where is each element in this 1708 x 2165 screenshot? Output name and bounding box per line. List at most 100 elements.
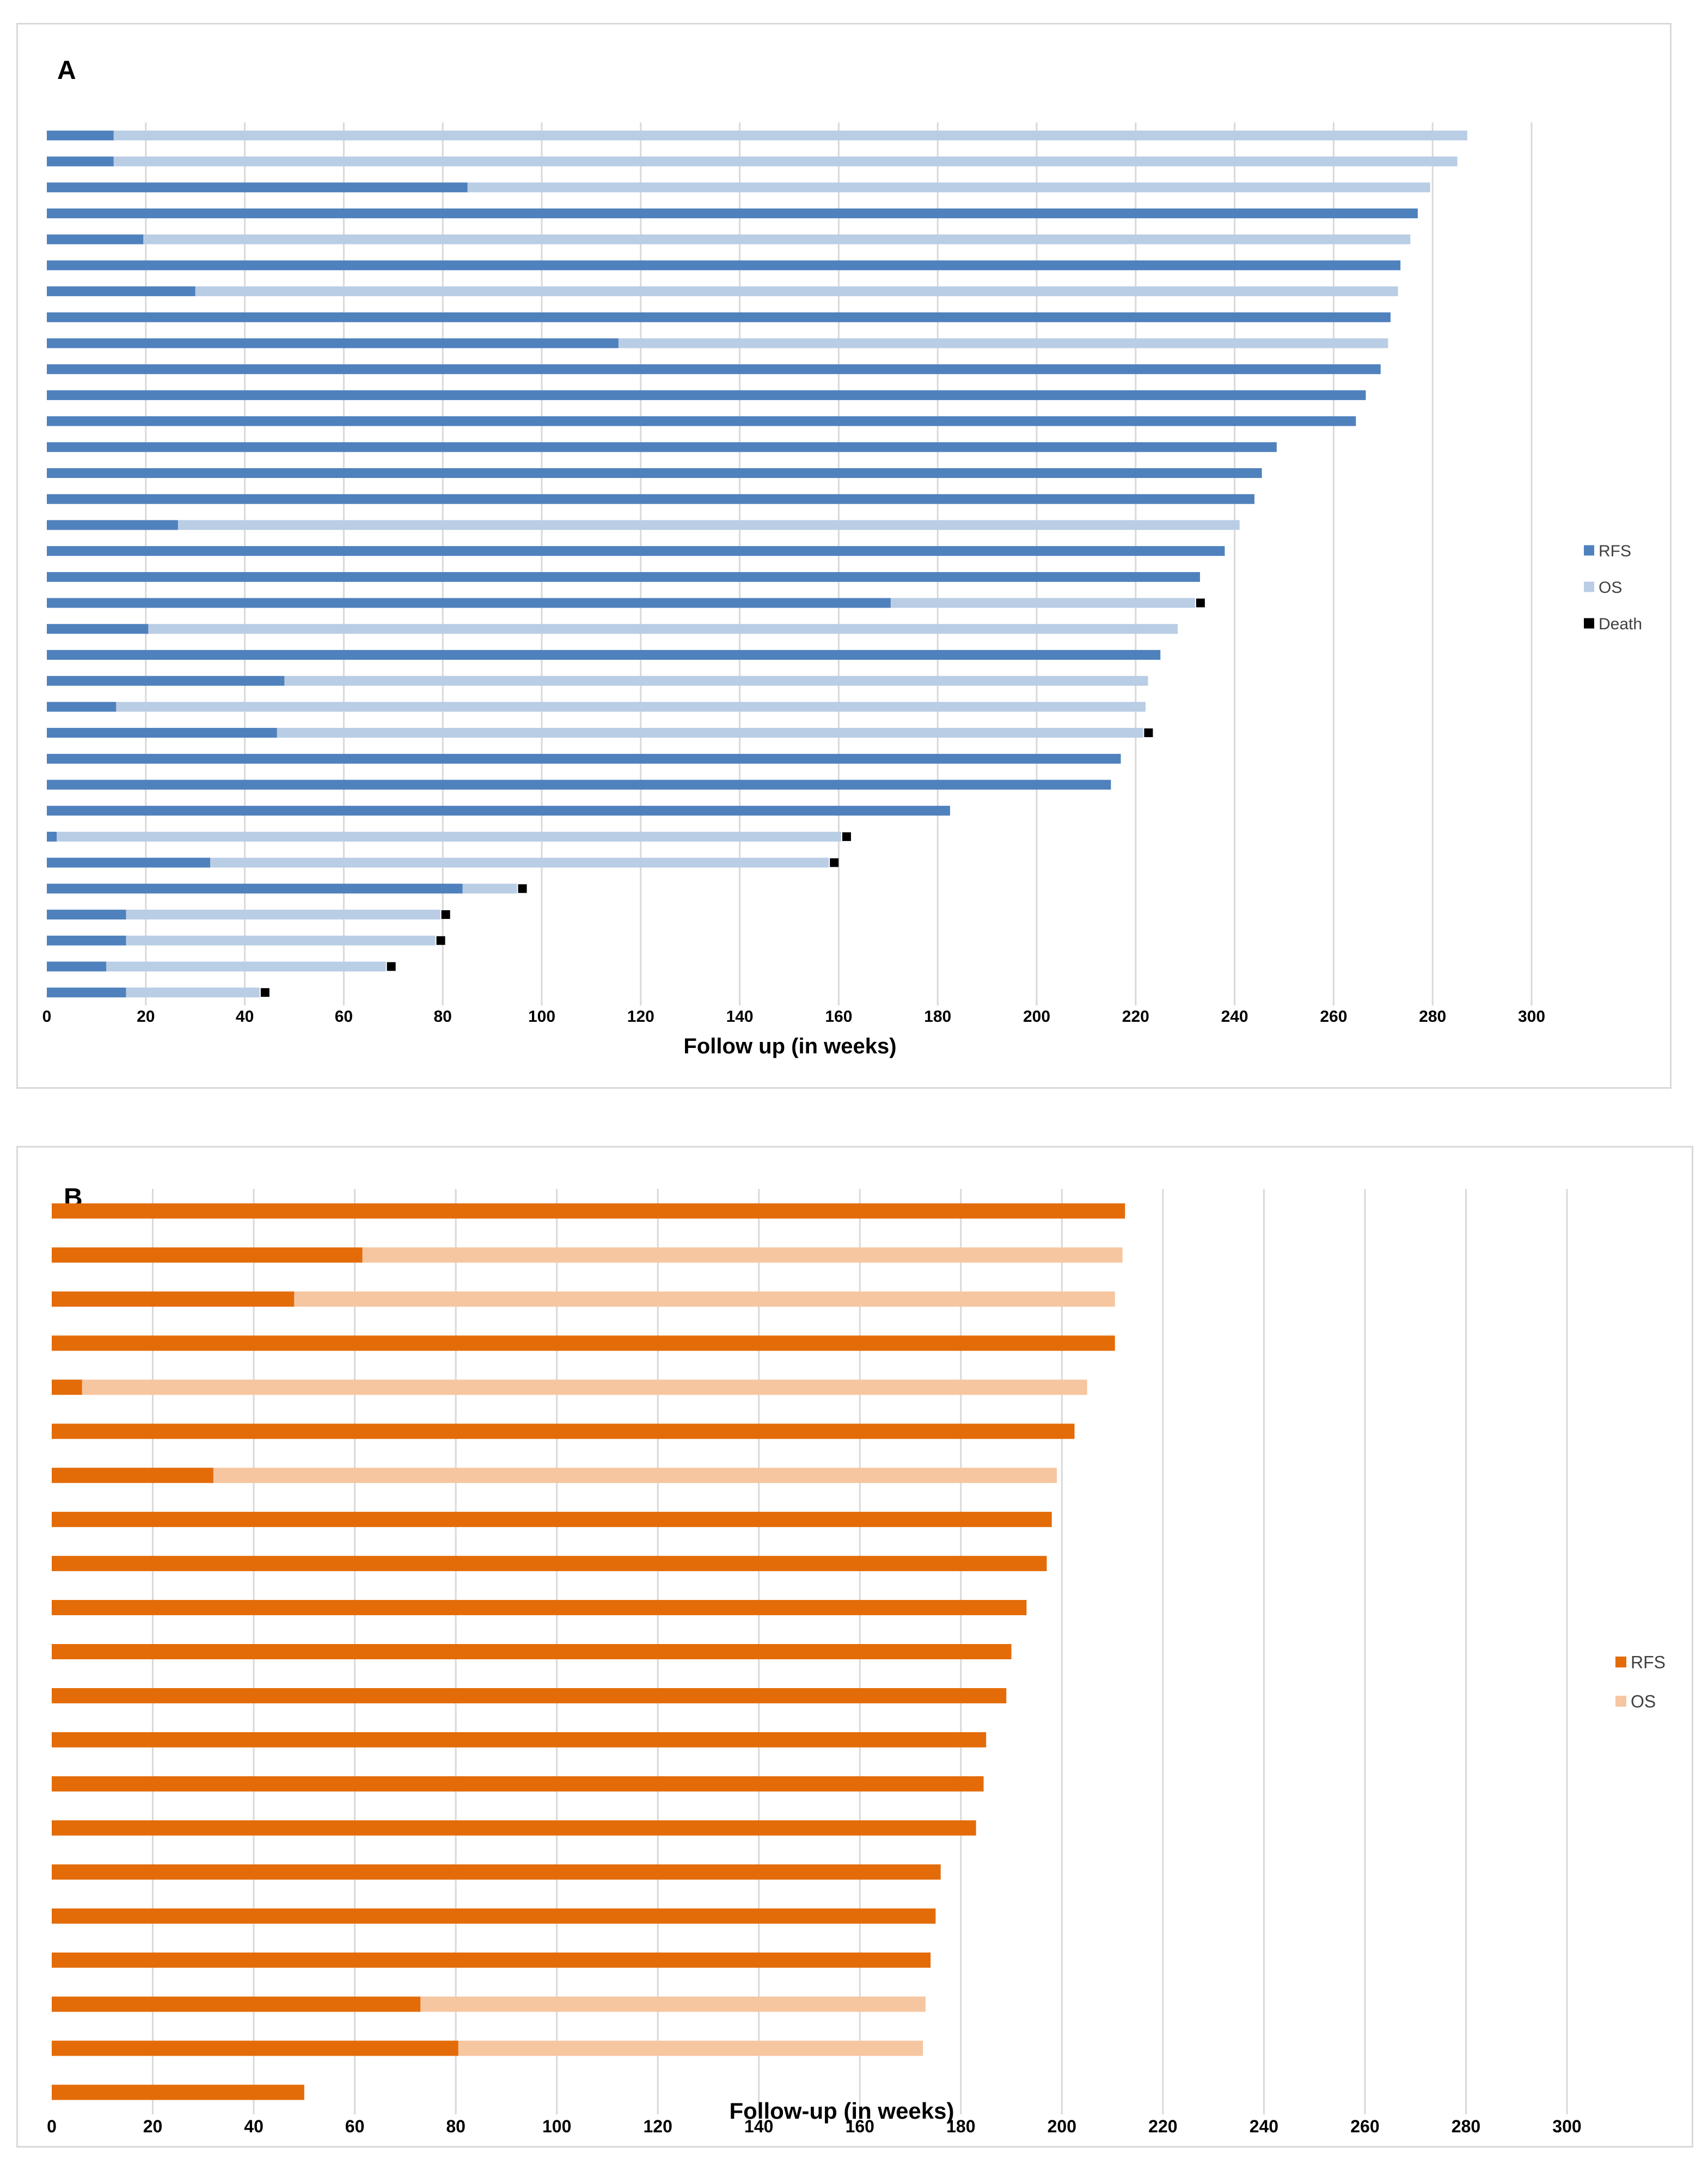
os-bar (458, 2040, 923, 2056)
os-bar (113, 130, 1467, 140)
os-bar (113, 156, 1458, 167)
x-tick-label: 200 (1023, 1008, 1050, 1026)
os-bar (195, 286, 1398, 297)
legend-label-death: Death (1599, 615, 1642, 633)
x-tick-label: 40 (244, 2117, 264, 2136)
x-tick-label: 60 (345, 2117, 365, 2136)
rfs-bar (47, 390, 1366, 400)
rfs-bar (47, 260, 1401, 271)
os-bar (106, 961, 386, 972)
legend-swatch-os (1615, 1696, 1626, 1707)
os-bar (277, 728, 1143, 738)
rfs-bar (47, 649, 1161, 660)
rfs-bar (47, 208, 1418, 218)
os-bar (57, 831, 841, 842)
rfs-bar (47, 702, 117, 712)
death-marker (1196, 598, 1205, 608)
legend-label-os: OS (1631, 1692, 1656, 1712)
rfs-bar (47, 156, 114, 167)
death-marker (260, 988, 270, 997)
x-tick-label: 280 (1419, 1008, 1446, 1026)
rfs-bar (47, 806, 950, 816)
x-tick-label: 300 (1552, 2117, 1581, 2136)
death-marker (441, 910, 450, 919)
rfs-bar (47, 338, 619, 348)
rfs-bar (52, 1247, 363, 1263)
rfs-bar (52, 1644, 1012, 1659)
legend-swatch-rfs (1615, 1657, 1626, 1667)
rfs-bar (47, 988, 126, 998)
legend-label-rfs: RFS (1631, 1653, 1666, 1672)
x-tick-label: 40 (236, 1008, 254, 1026)
x-tick-label: 260 (1350, 2117, 1379, 2136)
rfs-bar (47, 884, 463, 894)
x-tick-label: 80 (446, 2117, 466, 2136)
death-marker (436, 936, 445, 945)
rfs-bar (52, 1203, 1125, 1219)
x-tick-label: 20 (137, 1008, 155, 1026)
legend-swatch-rfs (1584, 545, 1594, 556)
rfs-bar (47, 910, 126, 920)
os-bar (890, 598, 1195, 608)
rfs-bar (47, 728, 277, 738)
rfs-bar (47, 468, 1262, 479)
legend-label-os: OS (1599, 579, 1622, 597)
rfs-bar (52, 2084, 304, 2100)
chart-a-svg: A 0 20 40 60 80 100 120 140 160 180 200 220 240 260 280… (42, 56, 1642, 1058)
rfs-bar (47, 753, 1121, 764)
x-tick-label: 240 (1250, 2117, 1278, 2136)
rfs-bar (47, 442, 1277, 452)
rfs-bar (52, 1820, 976, 1836)
x-axis-title: Follow-up (in weeks) (729, 2098, 954, 2124)
death-marker (842, 832, 851, 841)
x-tick-label: 0 (42, 1008, 52, 1026)
x-tick-label: 200 (1048, 2117, 1076, 2136)
death-marker (830, 858, 839, 867)
rfs-bar (47, 520, 178, 530)
rfs-bar (52, 1379, 82, 1395)
rfs-bar (47, 961, 107, 972)
legend-label-rfs: RFS (1599, 542, 1631, 560)
rfs-bar (52, 1335, 1115, 1351)
rfs-bar (52, 1512, 1052, 1528)
os-bar (126, 910, 440, 920)
x-tick-label: 80 (434, 1008, 452, 1026)
rfs-bar (47, 286, 195, 297)
rfs-bar (52, 1424, 1075, 1439)
rfs-bar (47, 234, 144, 244)
chart-panel-b: B 0 20 40 60 80 100 120 140 160 180 200 220 240 260 280… (16, 1146, 1693, 2148)
os-bar (126, 988, 260, 998)
rfs-bar (52, 1996, 421, 2012)
rfs-bar (52, 1291, 295, 1307)
x-tick-label: 300 (1518, 1008, 1545, 1026)
rfs-bar (47, 831, 57, 842)
rfs-bar (52, 1732, 987, 1747)
legend-swatch-death (1584, 618, 1594, 629)
os-bar (618, 338, 1388, 348)
x-tick-label: 260 (1320, 1008, 1347, 1026)
x-tick-label: 140 (726, 1008, 754, 1026)
death-marker (1144, 728, 1153, 738)
rfs-bar (47, 130, 114, 140)
x-tick-label: 160 (825, 1008, 852, 1026)
os-bar (284, 676, 1148, 686)
os-bar (126, 935, 436, 946)
rfs-bar (47, 546, 1225, 556)
rfs-bar (52, 1688, 1007, 1703)
os-bar (177, 520, 1240, 530)
rfs-bar (47, 598, 891, 608)
x-tick-label: 140 (744, 2117, 773, 2136)
os-bar (294, 1291, 1115, 1307)
rfs-bar (47, 935, 126, 946)
x-tick-label: 280 (1452, 2117, 1480, 2136)
x-tick-label: 180 (946, 2117, 975, 2136)
x-tick-label: 100 (542, 2117, 571, 2136)
os-bar (362, 1247, 1123, 1263)
rfs-bar (47, 857, 210, 868)
os-bar (462, 884, 517, 894)
x-tick-label: 220 (1148, 2117, 1177, 2136)
legend-swatch-os (1584, 581, 1594, 592)
chart-b-svg: B0 20 40 60 80 100 120 140 160 180 200 220 240 260 280… (47, 1183, 1666, 2136)
x-tick-label: 0 (47, 2117, 57, 2136)
x-tick-label: 100 (528, 1008, 555, 1026)
